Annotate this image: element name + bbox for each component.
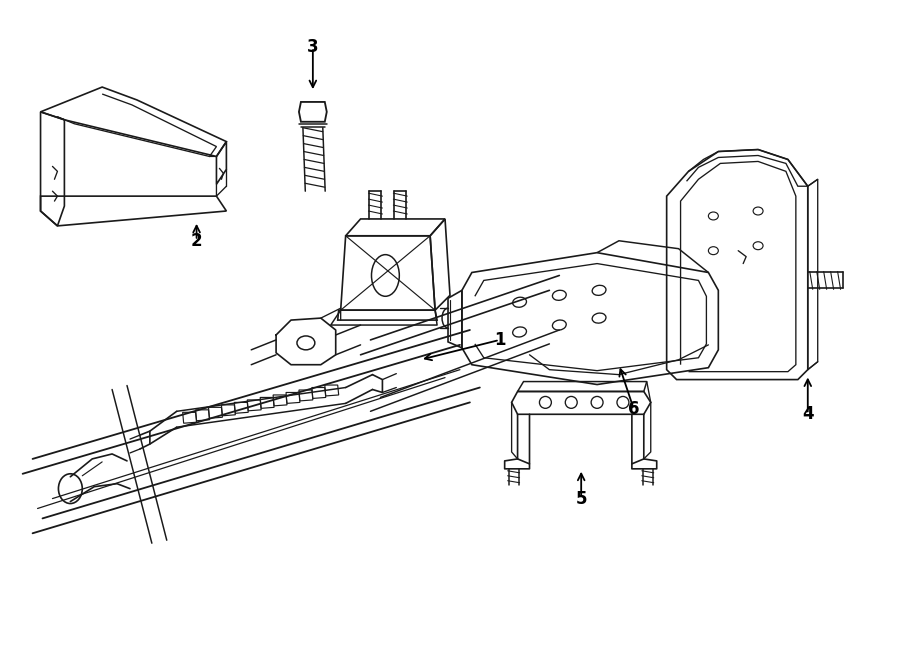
Text: 6: 6 bbox=[628, 401, 640, 418]
Text: 2: 2 bbox=[191, 232, 202, 250]
Text: 5: 5 bbox=[575, 490, 587, 508]
Text: 1: 1 bbox=[494, 331, 506, 349]
Text: 4: 4 bbox=[802, 405, 814, 423]
Text: 3: 3 bbox=[307, 38, 319, 56]
